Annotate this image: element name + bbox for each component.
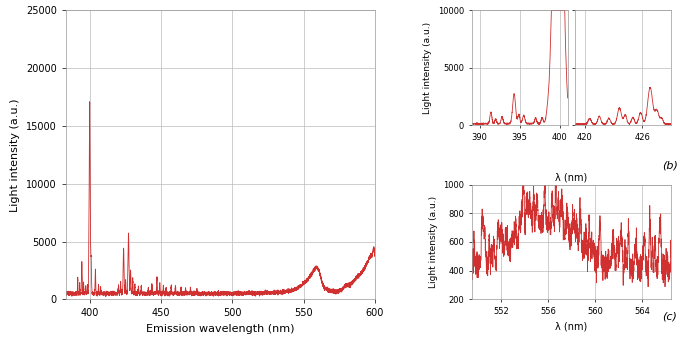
Y-axis label: Light intensity (a.u.): Light intensity (a.u.) [424,22,432,114]
Text: (c): (c) [662,312,677,322]
Text: λ (nm): λ (nm) [556,172,588,182]
Text: (b): (b) [662,160,677,170]
X-axis label: Emission wavelength (nm): Emission wavelength (nm) [146,324,295,334]
Y-axis label: Light intensity (a.u.): Light intensity (a.u.) [428,196,437,288]
Y-axis label: Light intensity (a.u.): Light intensity (a.u.) [10,98,20,212]
X-axis label: λ (nm): λ (nm) [556,322,588,332]
